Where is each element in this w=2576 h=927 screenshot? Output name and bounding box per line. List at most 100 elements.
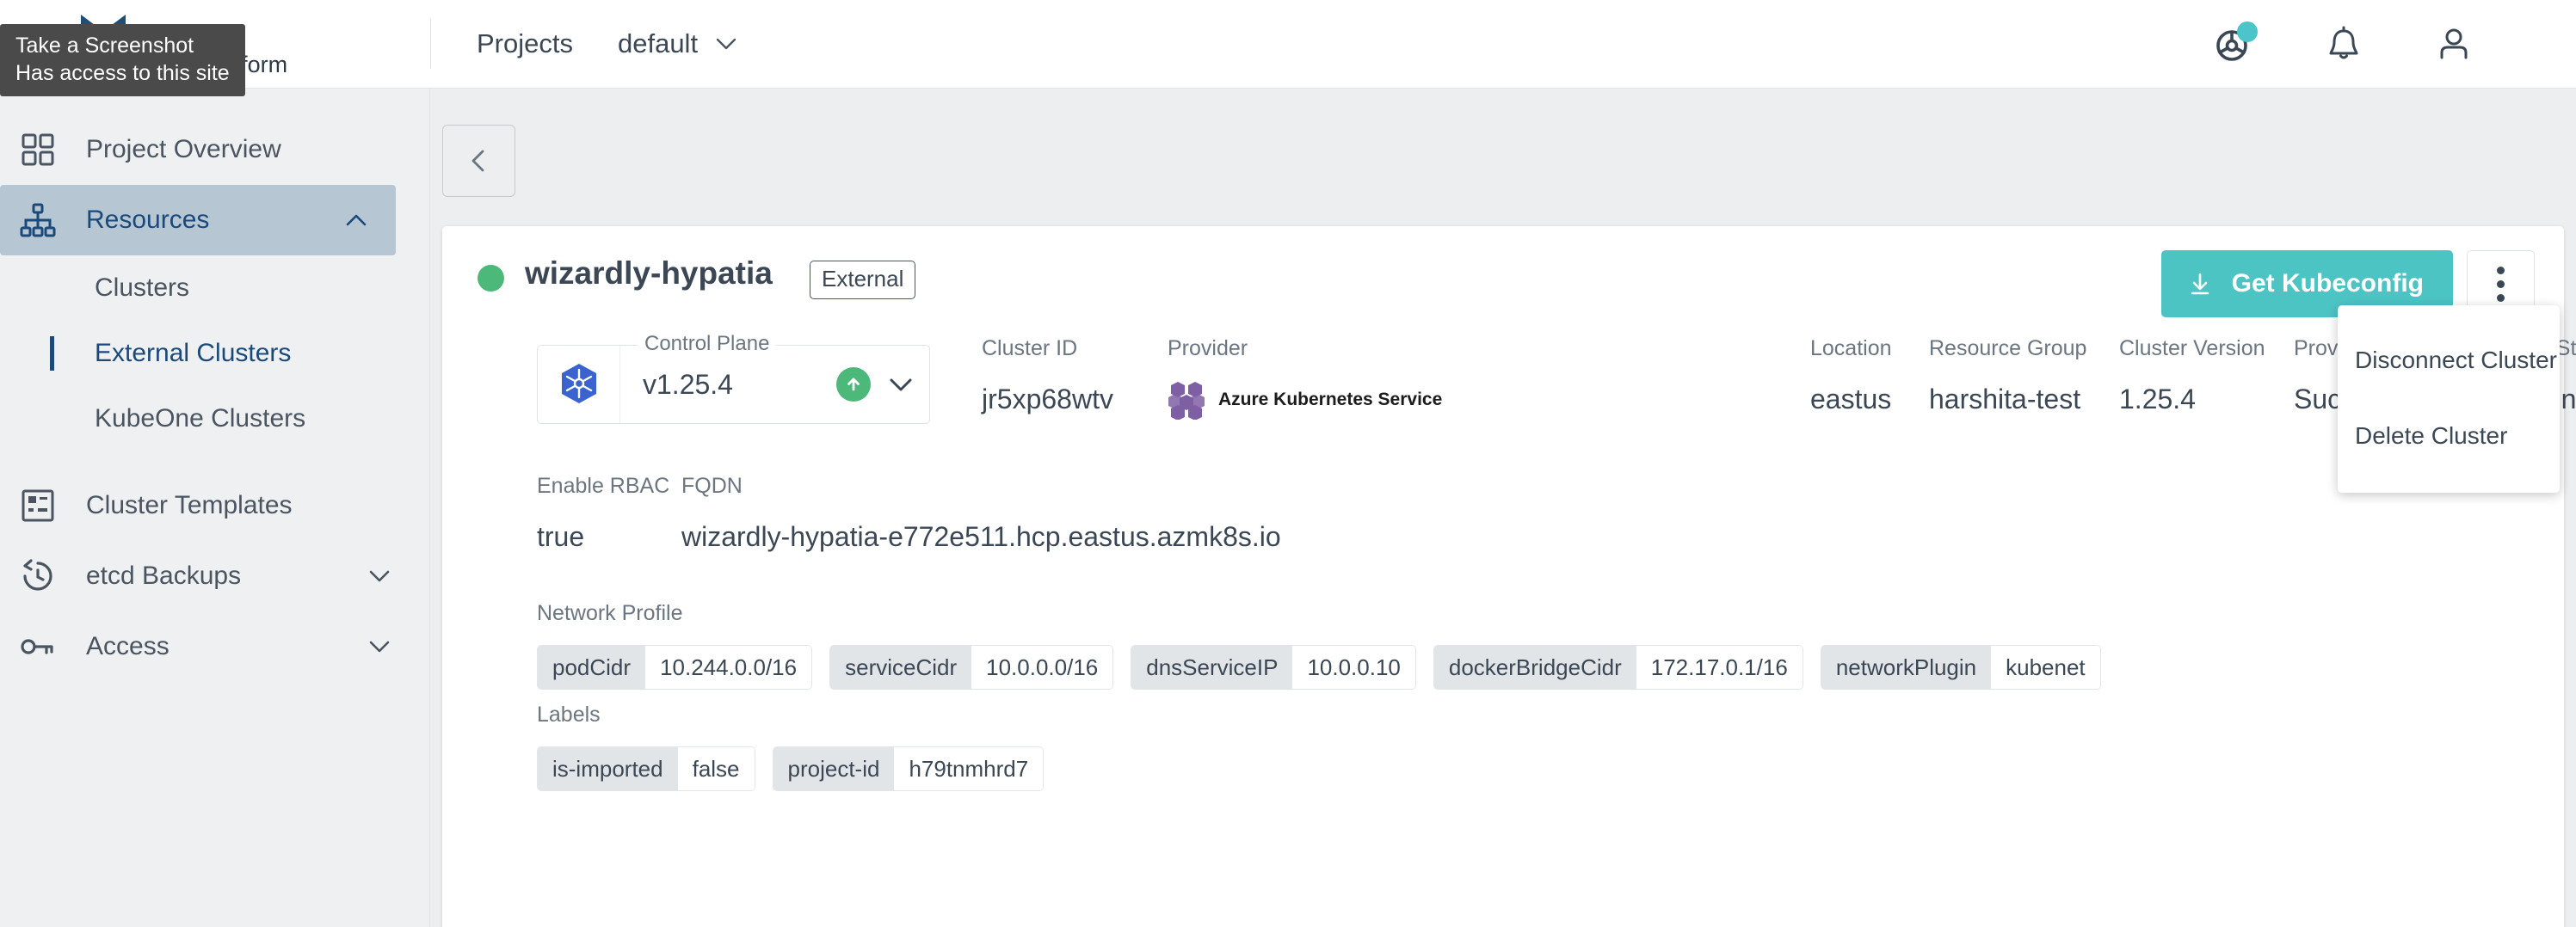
chip-key: dnsServiceIP: [1131, 646, 1293, 689]
control-plane-field-label: Control Plane: [638, 332, 777, 356]
more-vert-icon: [2497, 266, 2505, 302]
chip-key: networkPlugin: [1821, 646, 1992, 689]
chip-key: is-imported: [538, 747, 678, 790]
main-content: wizardly-hypatia External Get Kubeconfig…: [430, 89, 2576, 927]
sidebar-item-label: Project Overview: [86, 135, 281, 163]
meta-cluster-version: Cluster Version 1.25.4: [2119, 336, 2265, 415]
person-icon: [2440, 28, 2468, 59]
chevron-down-icon: [369, 570, 390, 582]
project-selector[interactable]: default: [618, 28, 736, 59]
control-plane-version-value: v1.25.4: [643, 368, 733, 400]
tooltip-line-2: Has access to this site: [15, 61, 230, 85]
cluster-actions-menu: Disconnect Cluster Delete Cluster: [2338, 305, 2560, 493]
meta-location: Location eastus: [1810, 336, 1892, 415]
tooltip-line-1: Take a Screenshot: [15, 34, 194, 58]
top-navigation: Projects default: [431, 28, 736, 59]
sidebar-item-label: Access: [86, 632, 169, 660]
sidebar-subitem-label: External Clusters: [95, 339, 292, 367]
chip-value: kubenet: [1991, 646, 2100, 689]
sidebar-item-label: etcd Backups: [86, 562, 242, 590]
sidebar-item-project-overview[interactable]: Project Overview: [0, 114, 429, 185]
top-bar: KUBERMATIC Kubernetes Platform Projects …: [0, 0, 2576, 89]
control-plane-box[interactable]: Control Plane v1.25.4: [537, 332, 930, 424]
control-plane-selector[interactable]: Control Plane v1.25.4: [537, 332, 930, 424]
topbar-divider: [430, 19, 431, 69]
menu-item-label: Disconnect Cluster: [2355, 347, 2557, 373]
get-kubeconfig-label: Get Kubeconfig: [2231, 269, 2424, 298]
chip-dnsserviceip: dnsServiceIP 10.0.0.10: [1131, 645, 1416, 690]
chevron-up-icon: [346, 214, 367, 226]
page-title: wizardly-hypatia: [525, 255, 773, 291]
meta-value: 1.25.4: [2119, 384, 2196, 414]
network-profile-title: Network Profile: [537, 601, 683, 625]
menu-item-disconnect-cluster[interactable]: Disconnect Cluster: [2338, 322, 2560, 398]
sidebar-subitem-external-clusters[interactable]: External Clusters: [0, 321, 429, 386]
help-wheel-icon: [2216, 30, 2247, 61]
sidebar-item-label: Resources: [86, 206, 210, 234]
meta-key: Resource Group: [1929, 336, 2087, 360]
labels-chips: is-imported false project-id h79tnmhrd7: [537, 746, 1045, 791]
sidebar-subitem-clusters[interactable]: Clusters: [0, 255, 429, 321]
cluster-meta-row: Cluster ID jr5xp68wtv Provider: [442, 336, 2576, 439]
cluster-detail-card: wizardly-hypatia External Get Kubeconfig…: [442, 226, 2576, 927]
chip-podcidr: podCidr 10.244.0.0/16: [537, 645, 813, 690]
cluster-status-dot: [478, 265, 504, 292]
notifications-bell-icon[interactable]: [2323, 23, 2364, 64]
chevron-down-icon[interactable]: [890, 378, 912, 391]
meta-value: true: [537, 521, 585, 552]
meta-key: FQDN: [681, 474, 743, 498]
sidebar-item-resources[interactable]: Resources: [0, 185, 396, 255]
sidebar-item-label: Cluster Templates: [86, 491, 293, 519]
chip-dockerbridgecidr: dockerBridgeCidr 172.17.0.1/16: [1433, 645, 1803, 690]
menu-item-delete-cluster[interactable]: Delete Cluster: [2338, 398, 2560, 474]
labels-section: Labels is-imported false project-id h79t…: [537, 703, 1045, 791]
chip-servicecidr: serviceCidr 10.0.0.0/16: [829, 645, 1114, 690]
project-selector-value: default: [617, 28, 699, 58]
meta-value: harshita-test: [1929, 384, 2081, 414]
network-profile-section: Network Profile podCidr 10.244.0.0/16 se…: [537, 601, 2101, 690]
meta-value: eastus: [1810, 384, 1892, 414]
chevron-down-icon: [369, 641, 390, 653]
meta-fqdn: FQDN wizardly-hypatia-e772e511.hcp.eastu…: [681, 474, 1281, 553]
sidebar: Project Overview Resources Clusters Exte: [0, 89, 430, 927]
chevron-down-icon: [717, 38, 736, 49]
history-clock-icon: [19, 557, 57, 595]
key-icon: [19, 628, 57, 666]
azure-kubernetes-service-icon: [1168, 382, 1205, 420]
chip-key: serviceCidr: [830, 646, 972, 689]
meta-cluster-id: Cluster ID jr5xp68wtv: [982, 336, 1113, 415]
nav-projects-link[interactable]: Projects: [477, 28, 573, 58]
meta-key: Provider: [1168, 336, 1248, 360]
meta-key: Cluster Version: [2119, 336, 2265, 360]
chip-key: project-id: [773, 747, 895, 790]
back-chevron-icon: [471, 150, 484, 172]
back-button[interactable]: [442, 125, 515, 197]
chip-value: 10.0.0.10: [1292, 646, 1415, 689]
meta-key: Enable RBAC: [537, 474, 670, 498]
upgrade-available-icon[interactable]: [836, 367, 871, 402]
meta-key: Location: [1810, 336, 1892, 360]
user-account-icon[interactable]: [2433, 23, 2474, 64]
grid-icon: [19, 131, 57, 169]
chip-networkplugin: networkPlugin kubenet: [1820, 645, 2101, 690]
kubernetes-logo-icon: [561, 364, 596, 403]
chip-value: 172.17.0.1/16: [1636, 646, 1803, 689]
sidebar-item-etcd-backups[interactable]: etcd Backups: [0, 541, 429, 611]
chip-project-id: project-id h79tnmhrd7: [772, 746, 1045, 791]
meta-key: Cluster ID: [982, 336, 1078, 360]
network-profile-chips: podCidr 10.244.0.0/16 serviceCidr 10.0.0…: [537, 645, 2101, 690]
chip-is-imported: is-imported false: [537, 746, 755, 791]
meta-value: jr5xp68wtv: [982, 384, 1113, 414]
browser-extension-tooltip: Take a Screenshot Has access to this sit…: [0, 24, 245, 96]
help-badge-dot: [2237, 21, 2258, 42]
sidebar-item-access[interactable]: Access: [0, 611, 429, 682]
help-kubermatic-icon[interactable]: [2213, 21, 2258, 64]
download-icon: [2191, 273, 2209, 295]
chip-key: dockerBridgeCidr: [1433, 646, 1636, 689]
control-plane-actions: [836, 367, 912, 402]
sidebar-item-cluster-templates[interactable]: Cluster Templates: [0, 470, 429, 541]
sidebar-subitem-kubeone-clusters[interactable]: KubeOne Clusters: [0, 386, 429, 451]
chip-key: podCidr: [538, 646, 646, 689]
meta-value: wizardly-hypatia-e772e511.hcp.eastus.azm…: [681, 521, 1281, 552]
meta-value: Azure Kubernetes Service: [1168, 380, 1442, 420]
